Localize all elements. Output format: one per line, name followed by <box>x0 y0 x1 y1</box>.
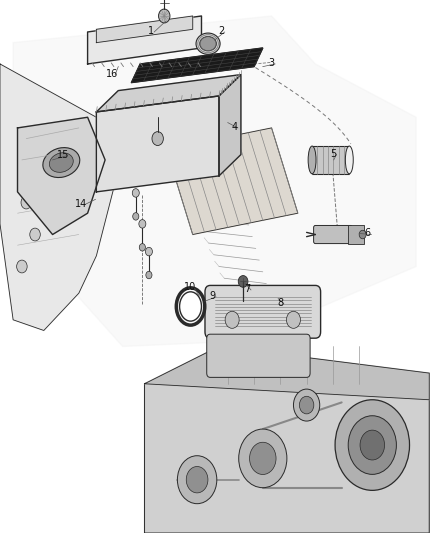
Polygon shape <box>145 346 429 400</box>
Ellipse shape <box>345 146 353 174</box>
Circle shape <box>133 213 139 220</box>
Polygon shape <box>96 96 219 192</box>
Polygon shape <box>219 75 241 176</box>
Polygon shape <box>131 48 263 83</box>
Circle shape <box>139 220 146 228</box>
Ellipse shape <box>196 33 220 54</box>
Text: 7: 7 <box>244 284 251 294</box>
Circle shape <box>159 9 170 23</box>
Text: 15: 15 <box>57 150 70 159</box>
Circle shape <box>139 244 145 251</box>
Ellipse shape <box>49 153 73 172</box>
Text: 1: 1 <box>148 26 154 36</box>
Circle shape <box>186 466 208 493</box>
Circle shape <box>152 132 163 146</box>
Text: 2: 2 <box>218 26 224 36</box>
Text: 4: 4 <box>231 122 237 132</box>
Circle shape <box>225 311 239 328</box>
Ellipse shape <box>200 36 216 51</box>
Polygon shape <box>88 16 201 64</box>
Polygon shape <box>166 128 298 235</box>
Circle shape <box>146 271 152 279</box>
Polygon shape <box>96 16 193 43</box>
Ellipse shape <box>180 292 201 321</box>
Circle shape <box>145 247 152 256</box>
Circle shape <box>30 228 40 241</box>
Circle shape <box>132 189 139 197</box>
Circle shape <box>293 389 320 421</box>
Text: 16: 16 <box>106 69 118 78</box>
Ellipse shape <box>43 148 80 177</box>
Bar <box>312 146 349 174</box>
Text: 3: 3 <box>268 58 275 68</box>
FancyBboxPatch shape <box>207 334 310 377</box>
Bar <box>348 225 364 244</box>
Circle shape <box>335 400 410 490</box>
Text: 10: 10 <box>184 282 197 292</box>
FancyBboxPatch shape <box>314 225 352 244</box>
Circle shape <box>238 276 248 287</box>
Ellipse shape <box>308 146 316 174</box>
Circle shape <box>359 230 366 239</box>
Text: 14: 14 <box>75 199 87 208</box>
Text: 8: 8 <box>277 298 283 308</box>
Polygon shape <box>145 357 429 533</box>
Polygon shape <box>96 75 241 112</box>
Circle shape <box>348 416 396 474</box>
Circle shape <box>250 442 276 474</box>
Circle shape <box>17 260 27 273</box>
Polygon shape <box>18 117 105 235</box>
Polygon shape <box>0 64 118 330</box>
Circle shape <box>239 429 287 488</box>
Text: 5: 5 <box>330 149 336 158</box>
Circle shape <box>286 311 300 328</box>
Text: 6: 6 <box>365 229 371 238</box>
FancyBboxPatch shape <box>205 286 321 338</box>
Circle shape <box>360 430 385 460</box>
Circle shape <box>21 196 32 209</box>
Circle shape <box>299 397 314 414</box>
Circle shape <box>177 456 217 504</box>
Polygon shape <box>13 16 416 346</box>
Text: 9: 9 <box>209 291 215 301</box>
